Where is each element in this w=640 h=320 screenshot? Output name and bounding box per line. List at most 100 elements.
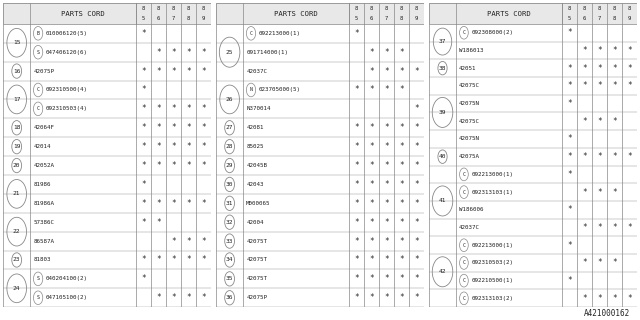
- Text: C: C: [36, 106, 40, 111]
- Text: *: *: [355, 274, 359, 284]
- Text: 28: 28: [226, 144, 234, 149]
- Text: *: *: [399, 199, 404, 208]
- Text: 37: 37: [439, 39, 446, 44]
- Text: S: S: [36, 295, 40, 300]
- Text: 8: 8: [187, 6, 190, 12]
- Text: *: *: [186, 67, 191, 76]
- Text: 19: 19: [13, 144, 20, 149]
- Text: *: *: [399, 48, 404, 57]
- Text: *: *: [201, 48, 206, 57]
- Text: *: *: [384, 218, 389, 227]
- Text: 41: 41: [439, 198, 446, 204]
- Text: *: *: [612, 64, 617, 73]
- Text: *: *: [414, 123, 419, 132]
- Text: *: *: [355, 180, 359, 189]
- Text: 34: 34: [226, 258, 234, 262]
- Text: 9: 9: [202, 16, 205, 20]
- Text: B: B: [36, 31, 40, 36]
- Text: PARTS CORD: PARTS CORD: [274, 11, 318, 17]
- Text: 42004: 42004: [246, 220, 264, 225]
- Text: *: *: [567, 276, 572, 285]
- Text: *: *: [567, 152, 572, 161]
- Text: 18: 18: [13, 125, 20, 130]
- Text: C: C: [463, 189, 465, 195]
- Text: *: *: [369, 293, 374, 302]
- Text: *: *: [369, 274, 374, 284]
- Text: 8: 8: [187, 16, 190, 20]
- Text: *: *: [414, 180, 419, 189]
- Text: *: *: [627, 81, 632, 90]
- Text: *: *: [355, 123, 359, 132]
- Text: *: *: [597, 223, 602, 232]
- Text: *: *: [156, 67, 161, 76]
- Text: *: *: [355, 236, 359, 245]
- Text: *: *: [141, 104, 146, 113]
- Text: *: *: [141, 274, 146, 284]
- Text: 092213000(1): 092213000(1): [472, 243, 514, 248]
- Text: 7: 7: [172, 16, 175, 20]
- Text: 33: 33: [226, 239, 234, 244]
- Text: *: *: [172, 236, 176, 245]
- Text: *: *: [141, 199, 146, 208]
- Text: *: *: [156, 48, 161, 57]
- Text: 27: 27: [226, 125, 234, 130]
- Text: *: *: [597, 81, 602, 90]
- Text: *: *: [384, 67, 389, 76]
- Text: *: *: [201, 293, 206, 302]
- Text: *: *: [627, 152, 632, 161]
- Text: *: *: [414, 293, 419, 302]
- Text: 047406120(6): 047406120(6): [46, 50, 88, 55]
- Text: *: *: [201, 236, 206, 245]
- Text: 42: 42: [439, 269, 446, 274]
- Text: *: *: [369, 123, 374, 132]
- Text: 8: 8: [583, 6, 586, 12]
- Text: *: *: [384, 236, 389, 245]
- Text: *: *: [369, 255, 374, 264]
- Text: 57386C: 57386C: [33, 220, 54, 225]
- Bar: [3, 3, 211, 24]
- Text: C: C: [36, 87, 40, 92]
- Text: *: *: [399, 180, 404, 189]
- Text: *: *: [597, 117, 602, 126]
- Text: *: *: [612, 188, 617, 196]
- Text: 092310500(4): 092310500(4): [46, 87, 88, 92]
- Text: *: *: [582, 259, 587, 268]
- Text: 42081: 42081: [246, 125, 264, 130]
- Text: *: *: [186, 48, 191, 57]
- Text: 23: 23: [13, 258, 20, 262]
- Text: *: *: [141, 255, 146, 264]
- Text: *: *: [172, 123, 176, 132]
- Text: *: *: [186, 161, 191, 170]
- Text: *: *: [384, 85, 389, 94]
- Text: *: *: [186, 199, 191, 208]
- Text: 20: 20: [13, 163, 20, 168]
- Text: 35: 35: [226, 276, 234, 281]
- Text: *: *: [369, 180, 374, 189]
- Text: *: *: [384, 161, 389, 170]
- Text: 42075A: 42075A: [459, 154, 480, 159]
- Text: *: *: [369, 48, 374, 57]
- Text: *: *: [186, 255, 191, 264]
- Text: *: *: [369, 236, 374, 245]
- Text: *: *: [369, 199, 374, 208]
- Text: *: *: [612, 46, 617, 55]
- Text: *: *: [201, 199, 206, 208]
- Text: *: *: [172, 293, 176, 302]
- Text: 40: 40: [439, 154, 446, 159]
- Text: *: *: [156, 123, 161, 132]
- Text: *: *: [384, 274, 389, 284]
- Text: *: *: [156, 142, 161, 151]
- Text: 6: 6: [157, 16, 160, 20]
- Text: W186006: W186006: [459, 207, 484, 212]
- Text: N370014: N370014: [246, 106, 271, 111]
- Text: 8: 8: [568, 6, 571, 12]
- Text: *: *: [414, 161, 419, 170]
- Text: C: C: [463, 172, 465, 177]
- Text: 092213000(1): 092213000(1): [259, 31, 301, 36]
- Text: 81986: 81986: [33, 182, 51, 187]
- Text: *: *: [582, 64, 587, 73]
- Text: *: *: [597, 188, 602, 196]
- Text: 8: 8: [385, 6, 388, 12]
- Text: 29: 29: [226, 163, 234, 168]
- Text: *: *: [156, 161, 161, 170]
